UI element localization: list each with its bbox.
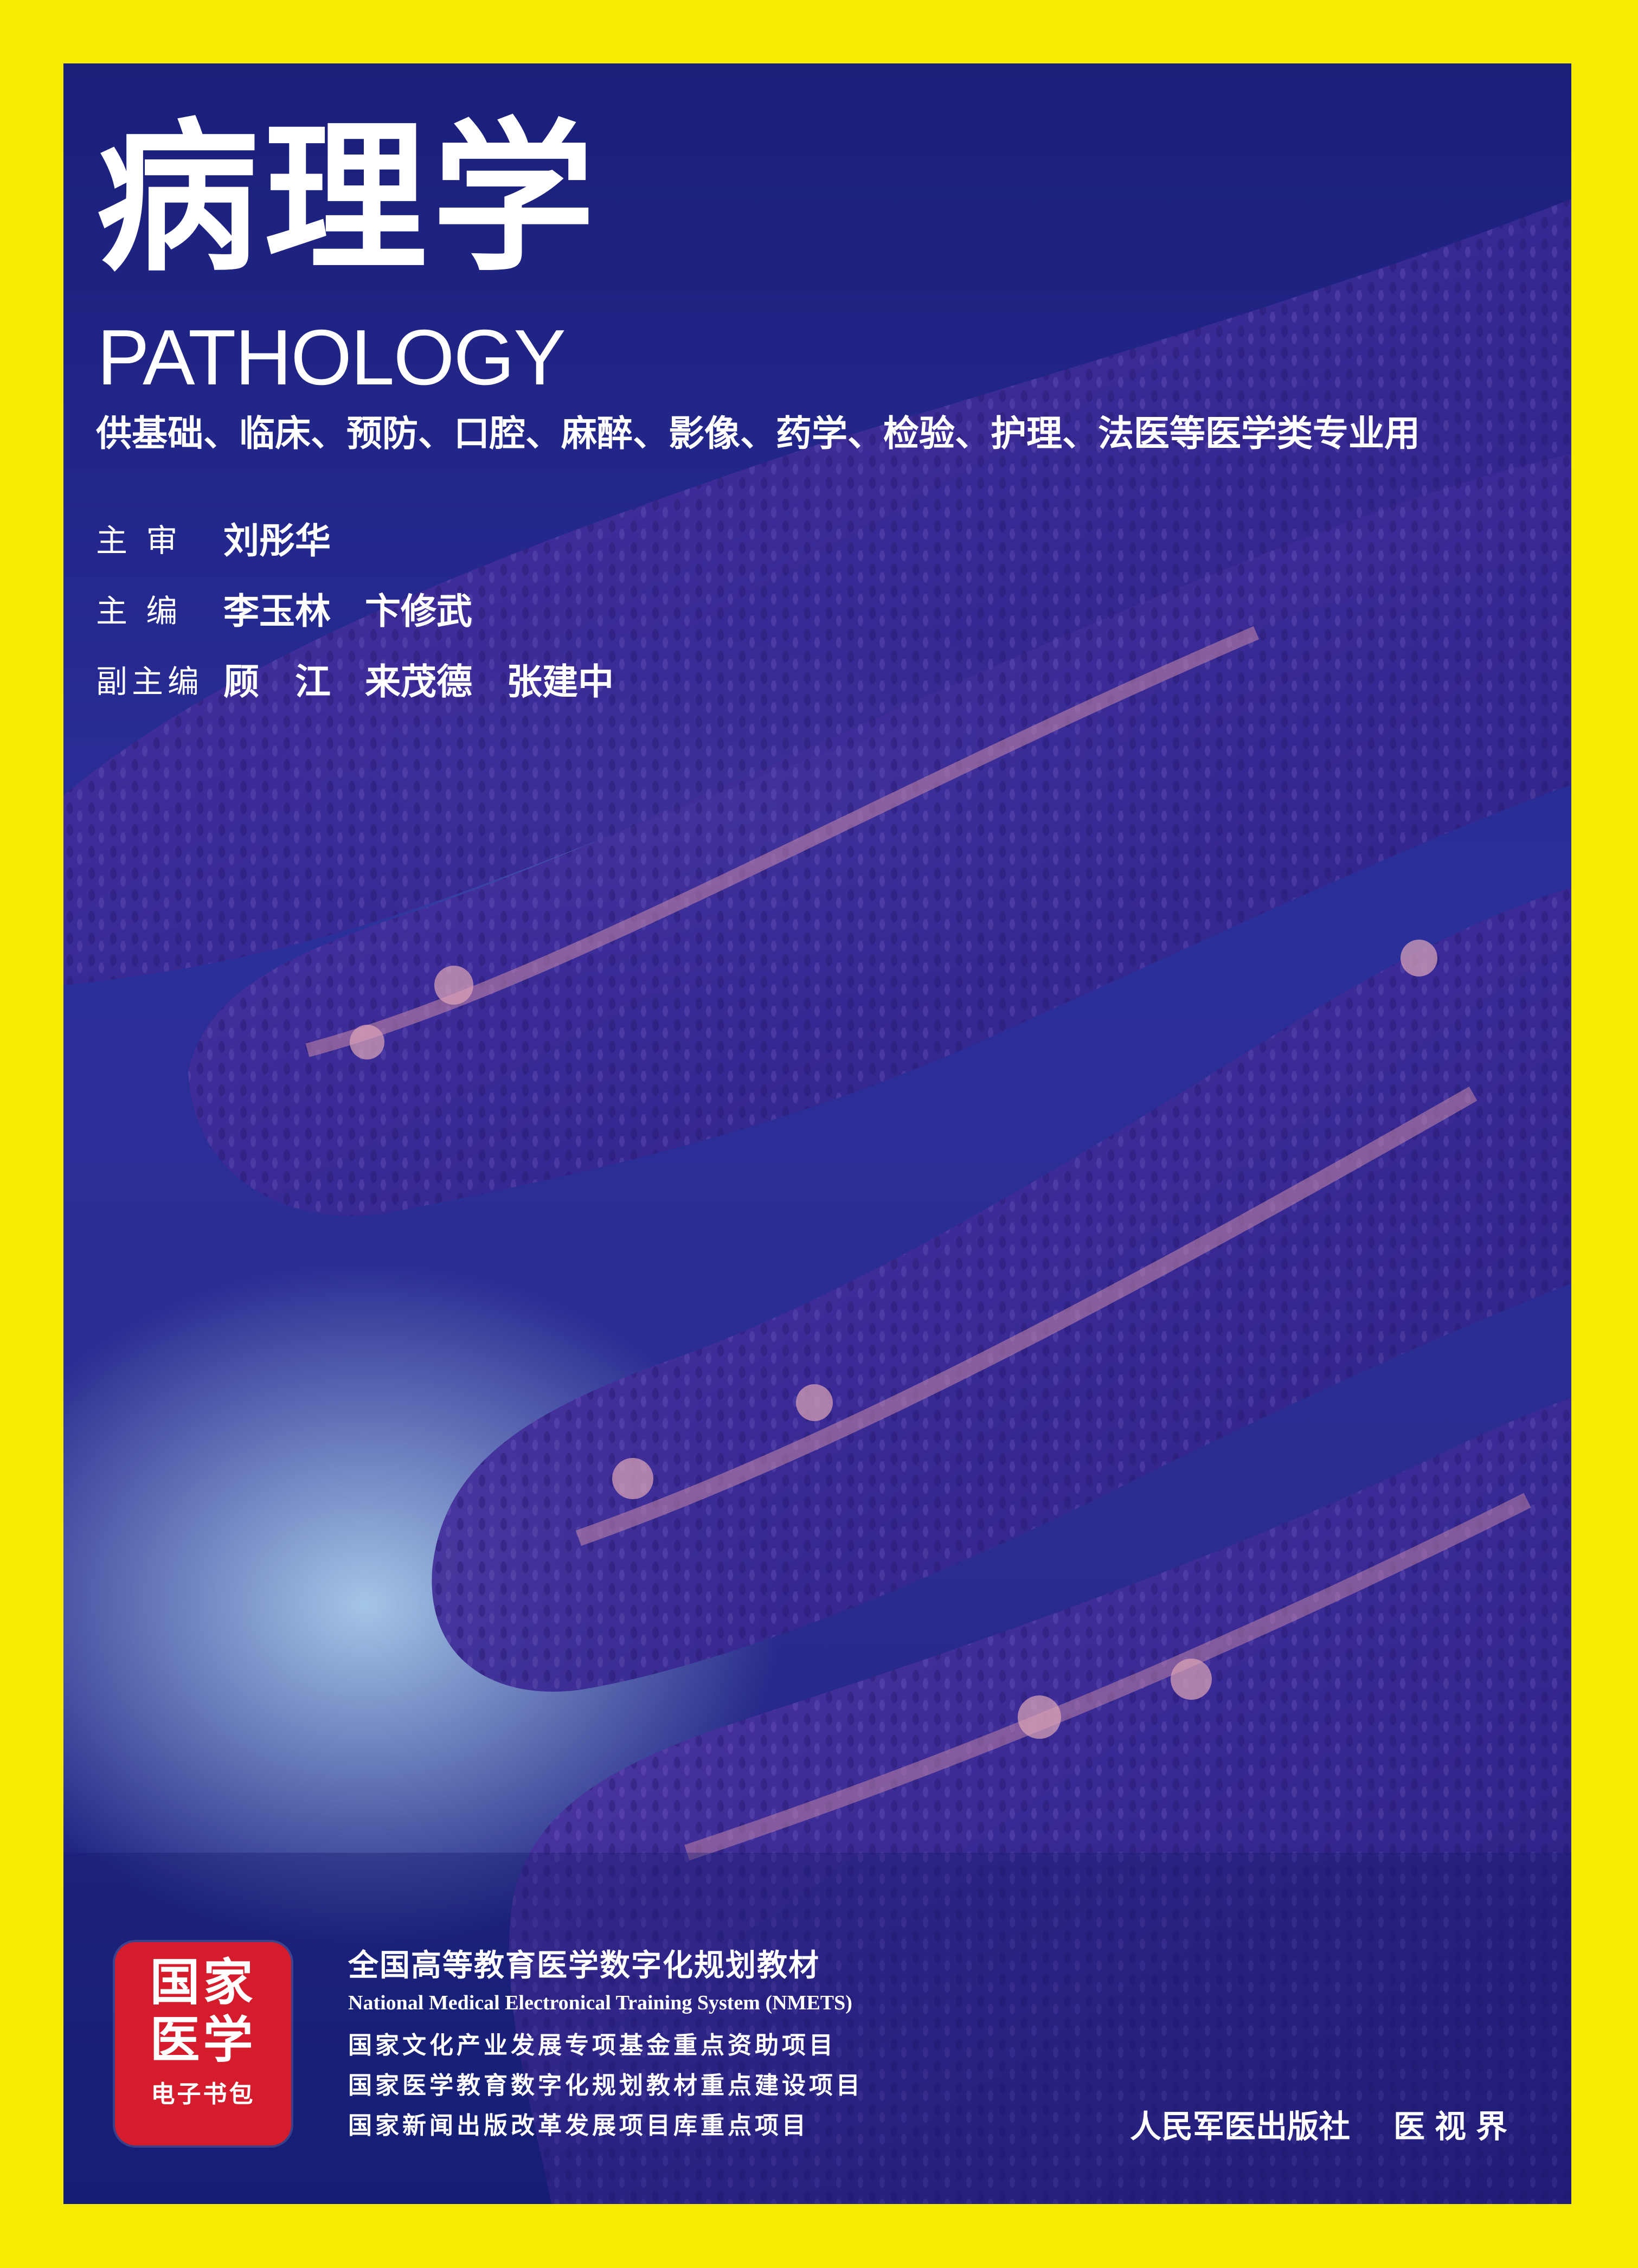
series-title: 全国高等教育医学数字化规划教材 <box>348 1948 820 1983</box>
editor-names: 顾 江 来茂德 张建中 <box>223 653 635 705</box>
publisher-imprint: 医视界 <box>1393 2108 1517 2145</box>
intended-audience: 供基础、临床、预防、口腔、麻醉、影像、药学、检验、护理、法医等医学类专业用 <box>96 413 1420 454</box>
editor-name: 卞修武 <box>364 590 472 632</box>
book-title: 病理学 <box>96 104 600 293</box>
series-title-english: National Medical Electronical Training S… <box>348 1991 852 2014</box>
badge-line-1: 国家 <box>150 1953 256 2012</box>
chief-reviewer-row: 主 审 刘彤华 <box>96 503 635 573</box>
editor-names: 刘彤华 <box>223 512 352 564</box>
badge-line-3: 电子书包 <box>151 2080 255 2108</box>
national-medical-ebook-badge: 国家 医学 电子书包 <box>115 1942 291 2145</box>
editor-role-label: 副主编 <box>96 663 204 700</box>
deputy-editor-row: 副主编 顾 江 来茂德 张建中 <box>96 644 635 714</box>
editor-role-label: 主 编 <box>96 593 182 629</box>
chief-editor-row: 主 编 李玉林 卞修武 <box>96 573 635 644</box>
editor-list: 主 审 刘彤华 主 编 李玉林 卞修武 副主编 顾 江 来茂德 张建中 <box>96 503 635 714</box>
book-title-english: PATHOLOGY <box>97 313 566 401</box>
editor-name: 刘彤华 <box>223 520 331 562</box>
badge-line-2: 医学 <box>150 2010 256 2069</box>
project-item: 国家医学教育数字化规划教材重点建设项目 <box>348 2072 863 2099</box>
publisher: 人民军医出版社 医视界 <box>1130 2101 1517 2147</box>
histology-background-image <box>63 199 1571 2204</box>
series-info: 全国高等教育医学数字化规划教材 National Medical Electro… <box>348 1950 863 2154</box>
editor-name: 顾 江 <box>223 661 331 703</box>
editor-name: 张建中 <box>506 661 614 703</box>
editor-names: 李玉林 卞修武 <box>223 582 494 634</box>
project-item: 国家文化产业发展专项基金重点资助项目 <box>348 2032 836 2059</box>
publisher-name: 人民军医出版社 <box>1129 2108 1350 2145</box>
editor-role-label: 主 审 <box>96 522 182 559</box>
project-item: 国家新闻出版改革发展项目库重点项目 <box>348 2112 809 2139</box>
book-cover: 病理学 PATHOLOGY 供基础、临床、预防、口腔、麻醉、影像、药学、检验、护… <box>63 63 1571 2204</box>
project-list: 国家文化产业发展专项基金重点资助项目 国家医学教育数字化规划教材重点建设项目 国… <box>348 2034 863 2138</box>
editor-name: 李玉林 <box>223 590 331 632</box>
editor-name: 来茂德 <box>364 661 472 703</box>
